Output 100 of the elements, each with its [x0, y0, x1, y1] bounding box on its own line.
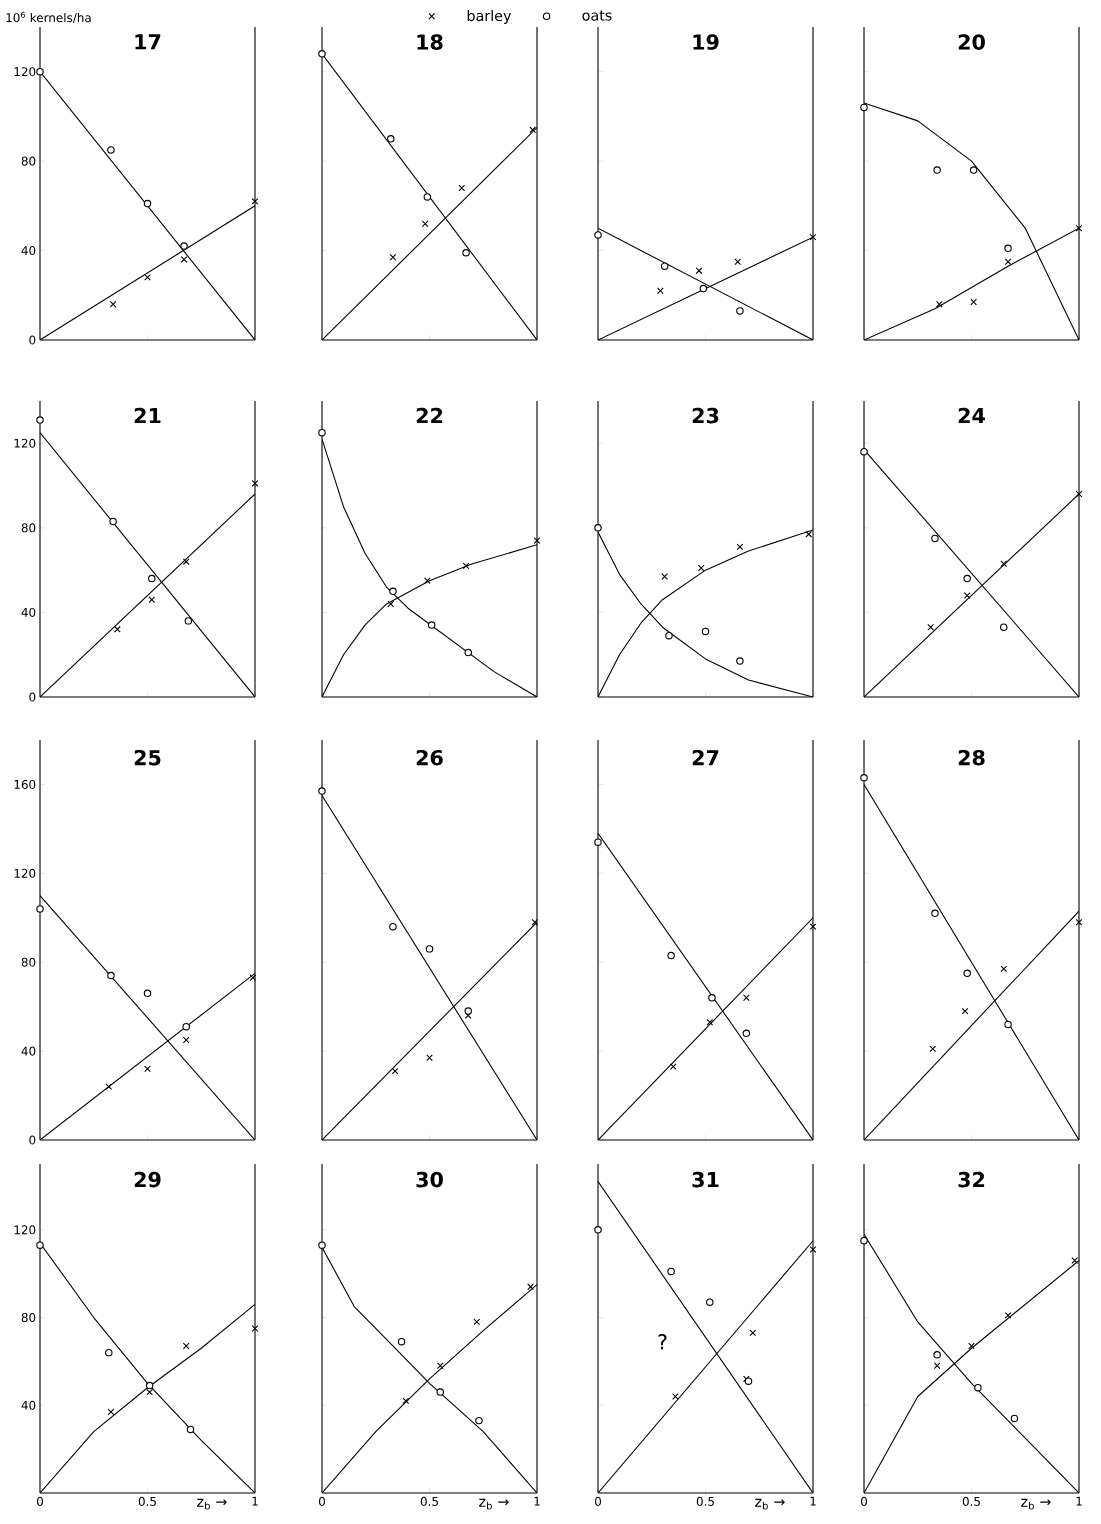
point: [249, 974, 257, 982]
point: [109, 517, 117, 526]
point: [182, 1022, 190, 1031]
chart-title: 28: [958, 749, 985, 766]
point: [426, 1054, 433, 1062]
chart-title: 18: [417, 34, 443, 50]
point: [1004, 244, 1012, 253]
annotation: ?: [658, 1334, 667, 1350]
y-tick-label: 80: [21, 1313, 36, 1323]
point: [736, 307, 744, 315]
point: [529, 126, 537, 134]
y-tick-label: 160: [14, 779, 36, 789]
x-tick-label: 1: [810, 1496, 816, 1506]
x-tick-label: 1: [252, 1496, 258, 1506]
point: [927, 623, 935, 631]
y-tick-label: 40: [21, 1046, 36, 1056]
point: [107, 146, 115, 154]
legend-label: oats: [582, 10, 612, 21]
chart-title: 21: [134, 407, 161, 424]
point: [667, 951, 675, 960]
point: [109, 300, 117, 308]
point: [182, 1036, 190, 1044]
point: [594, 524, 602, 532]
chart-title: 25: [134, 749, 161, 766]
point: [931, 909, 939, 918]
chart-title: 19: [693, 34, 719, 50]
x-tick-label: 1: [534, 1496, 540, 1506]
point: [1075, 918, 1083, 926]
point: [475, 1416, 483, 1425]
y-tick-label: 0: [29, 335, 36, 345]
point: [389, 922, 397, 931]
point: [251, 198, 259, 205]
point: [961, 1007, 969, 1015]
point: [697, 564, 705, 572]
point: [1004, 258, 1012, 266]
point: [1000, 560, 1008, 568]
point: [594, 231, 602, 239]
point: [436, 1388, 444, 1396]
point: [425, 945, 434, 953]
y-tick-label: 0: [29, 1135, 36, 1145]
point: [421, 220, 429, 228]
point: [105, 1348, 113, 1357]
point: [963, 969, 971, 978]
x-axis-title: z$_{b}$ →: [1021, 1498, 1051, 1510]
y-axis-title: 10$^{6}$ kernels/ha: [6, 11, 91, 24]
point: [36, 416, 44, 424]
point: [36, 905, 44, 913]
point: [742, 1029, 751, 1038]
point: [251, 480, 259, 487]
point: [667, 1267, 675, 1276]
chart-title: 24: [958, 407, 985, 424]
point: [402, 1397, 410, 1405]
point: [1004, 1020, 1012, 1029]
point: [749, 1329, 757, 1337]
chart-title: 27: [692, 749, 719, 766]
point: [1004, 1311, 1012, 1319]
point: [251, 1325, 259, 1332]
point: [36, 1241, 44, 1249]
point: [742, 994, 750, 1002]
chart-title: 17: [135, 34, 161, 50]
point: [968, 1342, 975, 1350]
point: [148, 596, 156, 604]
point: [144, 1065, 151, 1073]
point: [473, 1318, 481, 1326]
y-tick-label: 40: [21, 1400, 36, 1410]
point: [318, 1241, 326, 1249]
point: [1000, 623, 1008, 631]
point: [701, 627, 710, 636]
point: [180, 242, 188, 250]
point: [427, 621, 436, 629]
point: [661, 573, 669, 580]
point: [143, 989, 152, 998]
point: [387, 600, 395, 608]
point: [184, 617, 193, 625]
point: [860, 1237, 868, 1245]
x-axis-title: z$_{b}$ →: [197, 1498, 227, 1510]
point: [423, 193, 432, 201]
point: [533, 537, 541, 544]
point: [462, 249, 470, 257]
point: [706, 1298, 714, 1306]
point: [107, 971, 115, 980]
point: [933, 1351, 941, 1359]
point: [970, 298, 978, 306]
x-tick-label: 0.5: [962, 1496, 980, 1506]
y-tick-label: 80: [21, 156, 36, 166]
chart-title: 32: [958, 1171, 985, 1188]
point: [180, 256, 188, 263]
point: [148, 574, 156, 583]
chart-title: 29: [134, 1171, 161, 1188]
x-axis-title: z$_{b}$ →: [755, 1498, 785, 1510]
point: [809, 923, 817, 931]
point: [963, 574, 971, 583]
point: [464, 648, 472, 657]
legend-label: barley: [467, 10, 512, 24]
chart-title: 23: [692, 407, 719, 424]
point: [935, 300, 943, 308]
point: [1075, 224, 1083, 232]
point: [144, 274, 151, 281]
point: [36, 67, 44, 76]
y-tick-label: 120: [14, 438, 36, 448]
